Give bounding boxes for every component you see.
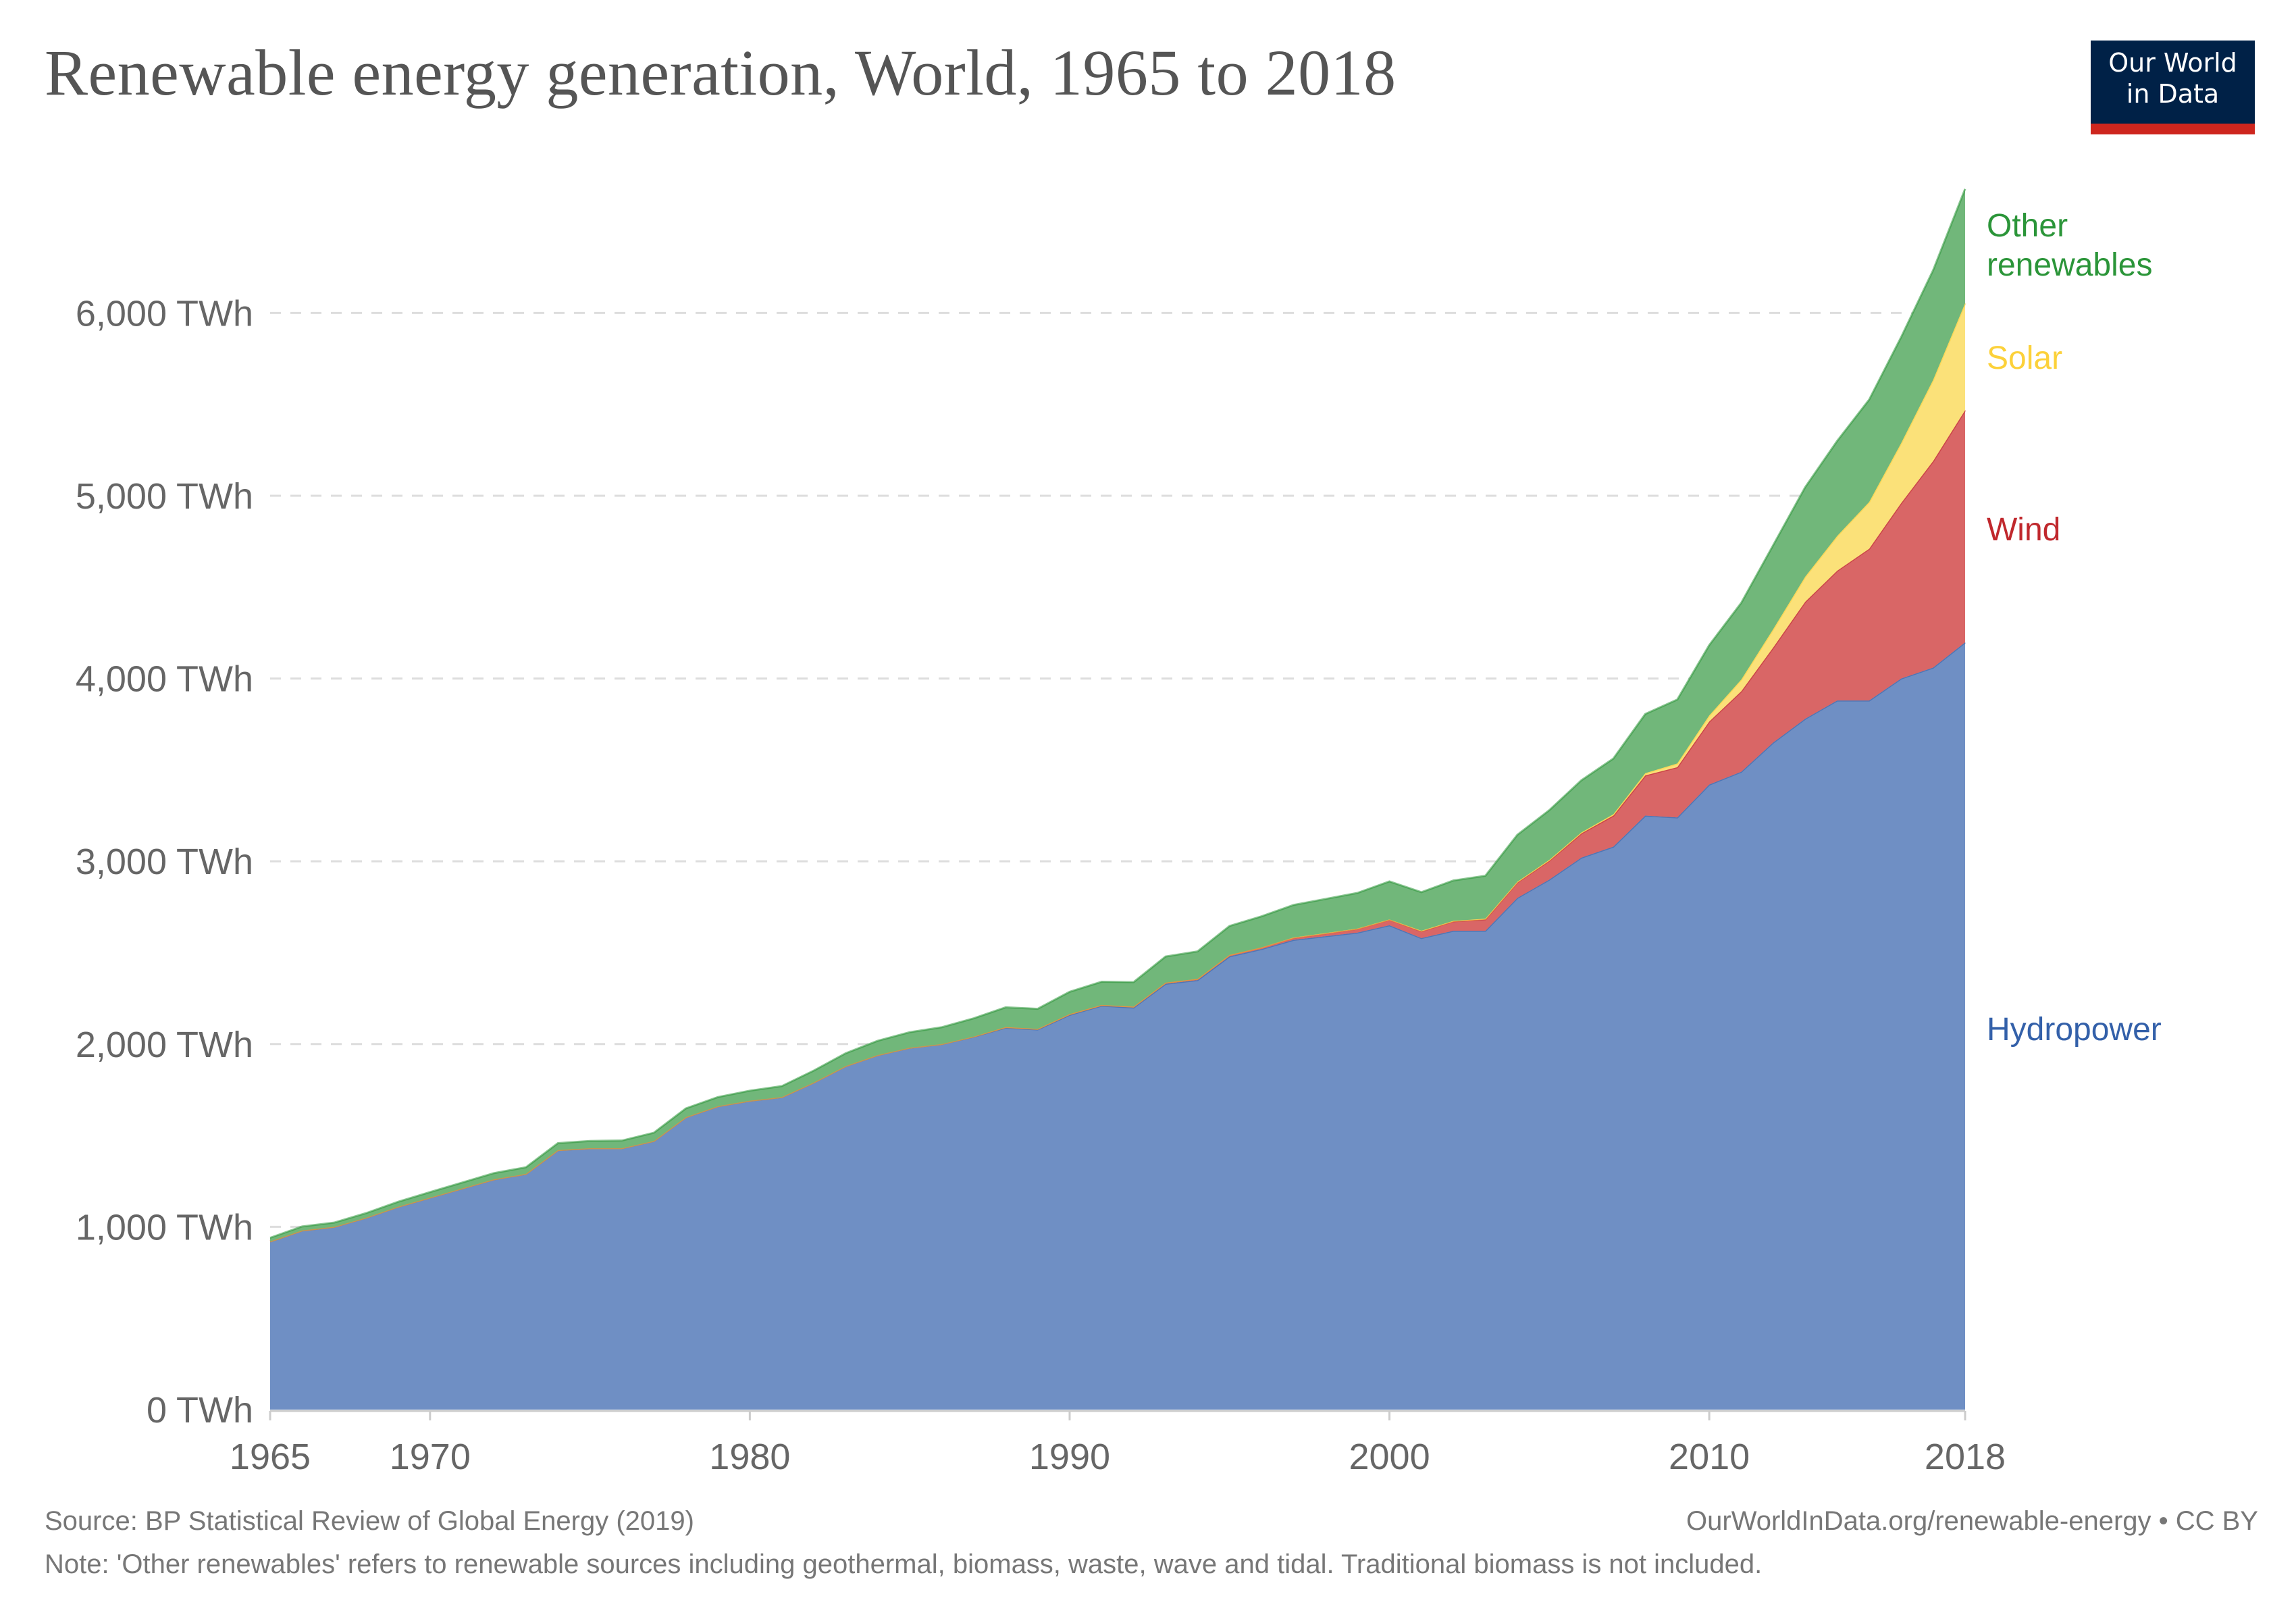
y-tick-label: 0 TWh <box>147 1390 253 1431</box>
series-areas <box>269 188 1966 1410</box>
x-tick-label: 1970 <box>390 1437 471 1477</box>
logo-line-1: Our World <box>2108 48 2237 78</box>
x-tick-label: 2000 <box>1349 1437 1430 1477</box>
y-tick-label: 3,000 TWh <box>76 842 253 882</box>
y-tick-label: 5,000 TWh <box>76 476 253 517</box>
x-tick-label: 2018 <box>1925 1437 2006 1477</box>
series-label-other-renewables: renewables <box>1987 247 2152 283</box>
logo-text: Our World in Data <box>2091 47 2255 109</box>
series-label-solar: Solar <box>1987 340 2062 376</box>
series-label-hydropower: Hydropower <box>1987 1012 2162 1048</box>
y-tick-label: 4,000 TWh <box>76 659 253 700</box>
y-axis: 0 TWh 1,000 TWh 2,000 TWh 3,000 TWh 4,000 TW… <box>76 293 253 1431</box>
area-hydropower[interactable] <box>270 642 1965 1410</box>
area-wind[interactable] <box>270 410 1965 1242</box>
x-tick-label: 2010 <box>1669 1437 1750 1477</box>
x-tick-label: 1980 <box>709 1437 790 1477</box>
x-axis: 1965 1970 1980 1990 2000 2010 2018 <box>230 1410 2006 1477</box>
chart-title: Renewable energy generation, World, 1965… <box>45 36 1397 109</box>
x-tick-label: 1965 <box>230 1437 311 1477</box>
series-label-other-renewables: Other <box>1987 208 2068 244</box>
y-tick-label: 2,000 TWh <box>76 1025 253 1065</box>
source-url-link[interactable]: OurWorldInData.org/renewable-energy • CC… <box>1686 1506 2258 1536</box>
logo-red-band <box>2091 124 2255 134</box>
series-label-wind: Wind <box>1987 512 2060 548</box>
y-tick-label: 1,000 TWh <box>76 1207 253 1247</box>
x-tick-label: 1990 <box>1029 1437 1110 1477</box>
y-tick-label: 6,000 TWh <box>76 293 253 334</box>
series-line-other-renewables <box>269 188 1966 1239</box>
logo-line-2: in Data <box>2126 79 2220 109</box>
note-text: Note: 'Other renewables' refers to renew… <box>45 1549 1763 1579</box>
source-text: Source: BP Statistical Review of Global … <box>45 1506 694 1536</box>
owid-logo[interactable]: Our World in Data <box>2091 41 2255 134</box>
